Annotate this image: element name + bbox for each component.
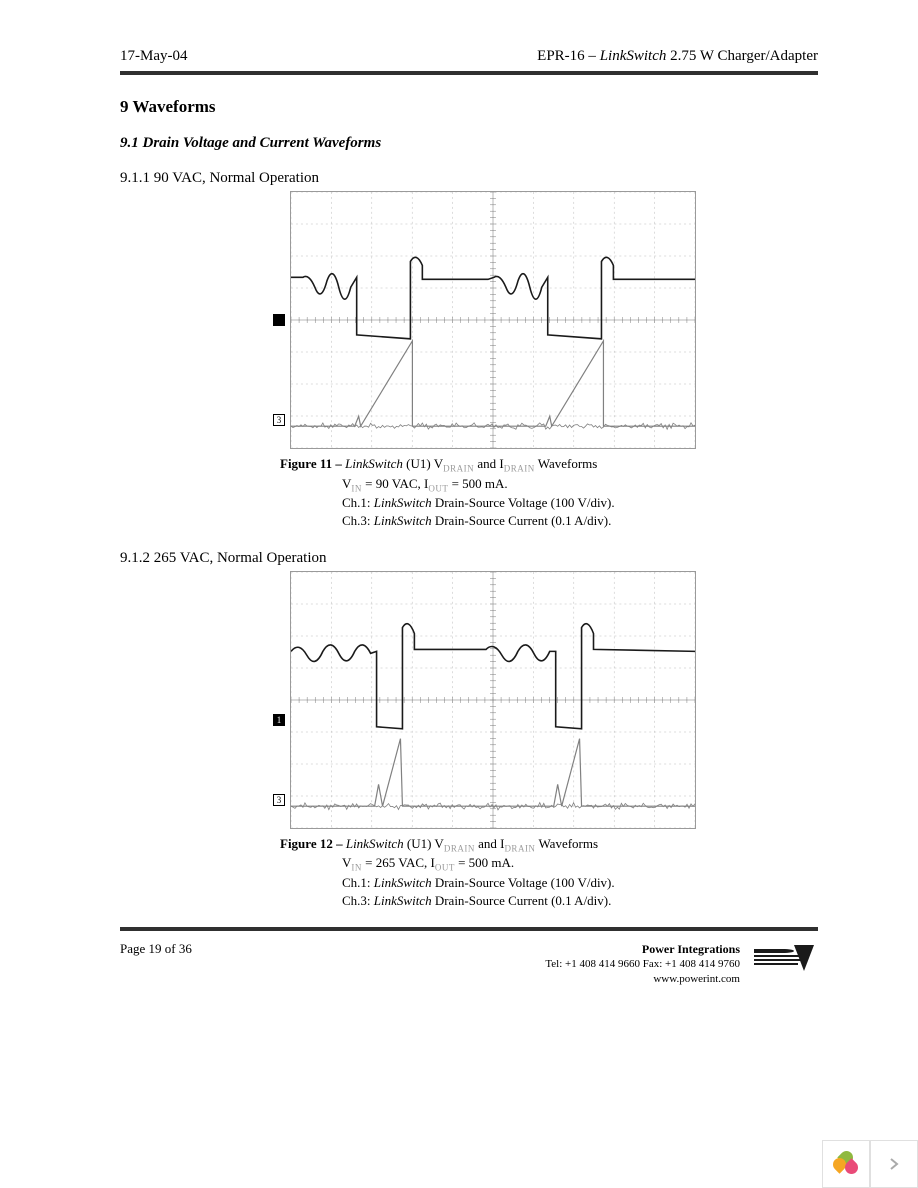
ch3-ground-marker: 3 (273, 414, 285, 426)
footer-company-block: Power Integrations Tel: +1 408 414 9660 … (545, 941, 740, 987)
figure-11-scope: 3 (290, 191, 696, 449)
header-rule (120, 71, 818, 75)
page-header: 17-May-04 EPR-16 – LinkSwitch 2.75 W Cha… (120, 48, 818, 65)
figure-12-scope: 1 3 (290, 571, 696, 829)
chevron-right-icon[interactable] (870, 1140, 918, 1188)
ch3-ground-marker-2: 3 (273, 794, 285, 806)
page-footer: Page 19 of 36 Power Integrations Tel: +1… (120, 941, 818, 987)
header-doc-title: EPR-16 – LinkSwitch 2.75 W Charger/Adapt… (537, 48, 818, 65)
ch1-ground-marker (273, 314, 285, 326)
ch1-ground-marker-2: 1 (273, 714, 285, 726)
subsection-heading: 9.1 Drain Voltage and Current Waveforms (120, 135, 818, 152)
corner-widget (822, 1140, 918, 1188)
subsub-heading-2: 9.1.2 265 VAC, Normal Operation (120, 550, 818, 567)
page-number: Page 19 of 36 (120, 941, 192, 957)
figure-12-caption: Figure 12 – LinkSwitch (U1) VDRAIN and I… (280, 835, 818, 910)
header-date: 17-May-04 (120, 48, 188, 65)
petals-icon[interactable] (822, 1140, 870, 1188)
subsub-heading-1: 9.1.1 90 VAC, Normal Operation (120, 170, 818, 187)
footer-rule (120, 927, 818, 931)
power-integrations-logo-icon (748, 941, 818, 975)
figure-11-caption: Figure 11 – LinkSwitch (U1) VDRAIN and I… (280, 455, 818, 530)
section-heading: 9 Waveforms (120, 97, 818, 117)
